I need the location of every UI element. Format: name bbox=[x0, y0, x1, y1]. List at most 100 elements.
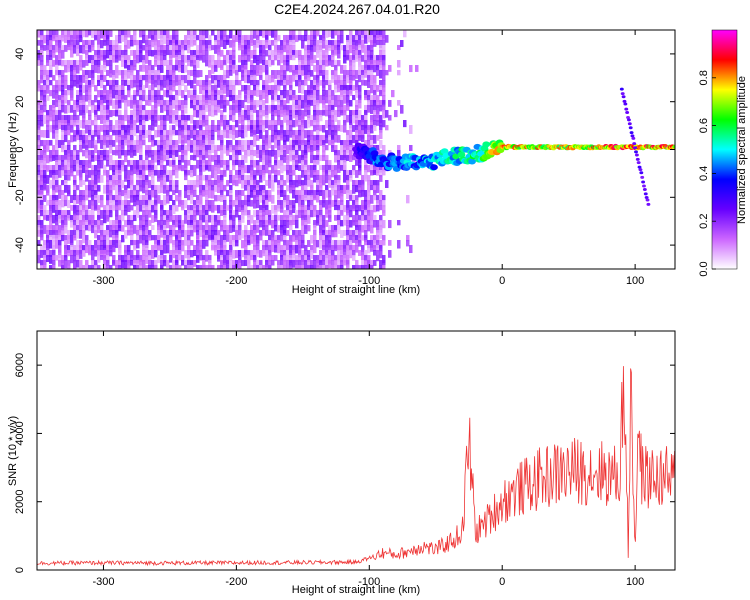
heatmap-cell bbox=[202, 90, 206, 98]
heatmap-cell bbox=[64, 160, 68, 166]
heatmap-cell bbox=[283, 55, 287, 62]
heatmap-cell bbox=[73, 220, 77, 226]
heatmap-cell bbox=[103, 50, 107, 59]
heatmap-cell bbox=[100, 230, 104, 237]
heatmap-cell bbox=[109, 245, 113, 253]
heatmap-cell bbox=[43, 85, 47, 94]
heatmap-cell bbox=[172, 265, 176, 269]
heatmap-cell bbox=[40, 55, 44, 62]
heatmap-cell bbox=[253, 170, 257, 179]
heatmap-cell bbox=[349, 150, 353, 159]
heatmap-cell bbox=[220, 95, 224, 104]
heatmap-cell bbox=[52, 235, 56, 242]
heatmap-cell bbox=[196, 195, 200, 204]
heatmap-cell bbox=[241, 125, 245, 134]
heatmap-cell bbox=[97, 175, 101, 183]
heatmap-cell bbox=[112, 85, 116, 91]
heatmap-cell bbox=[64, 220, 68, 228]
heatmap-cell bbox=[379, 205, 383, 211]
heatmap-cell bbox=[67, 165, 71, 171]
heatmap-cell bbox=[103, 130, 107, 137]
heatmap-cell bbox=[277, 170, 281, 176]
heatmap-cell bbox=[397, 240, 401, 249]
heatmap-cell bbox=[151, 140, 155, 147]
heatmap-cell bbox=[241, 165, 245, 173]
heatmap-cell bbox=[259, 230, 263, 237]
heatmap-cell bbox=[172, 170, 176, 176]
heatmap-cell bbox=[220, 180, 224, 186]
heatmap-cell bbox=[289, 175, 293, 182]
heatmap-cell bbox=[37, 85, 41, 92]
heatmap-cell bbox=[361, 75, 365, 81]
heatmap-cell bbox=[262, 110, 266, 117]
heatmap-cell bbox=[301, 150, 305, 158]
heatmap-cell bbox=[130, 95, 134, 104]
heatmap-cell bbox=[172, 110, 176, 118]
heatmap-ridge-cell bbox=[634, 150, 638, 154]
heatmap-cell bbox=[223, 165, 227, 174]
heatmap-cell bbox=[202, 100, 206, 106]
heatmap-cell bbox=[151, 175, 155, 184]
heatmap-cell bbox=[343, 150, 347, 158]
heatmap-cell bbox=[259, 150, 263, 159]
heatmap-cell bbox=[142, 115, 146, 123]
heatmap-cell bbox=[337, 60, 341, 67]
heatmap-cell bbox=[271, 130, 275, 137]
heatmap-cell bbox=[124, 110, 128, 118]
heatmap-cell bbox=[307, 135, 311, 142]
heatmap-cell bbox=[97, 35, 101, 44]
heatmap-cell bbox=[160, 60, 164, 67]
heatmap-cell bbox=[313, 160, 317, 167]
heatmap-cell bbox=[220, 190, 224, 198]
heatmap-cell bbox=[313, 55, 317, 64]
heatmap-cell bbox=[94, 110, 98, 118]
heatmap-cell bbox=[121, 120, 125, 129]
heatmap-cell bbox=[82, 205, 86, 213]
heatmap-cell bbox=[43, 185, 47, 191]
heatmap-cell bbox=[127, 40, 131, 49]
heatmap-cell bbox=[109, 30, 113, 37]
heatmap-cell bbox=[163, 175, 167, 182]
heatmap-cell bbox=[193, 105, 197, 111]
heatmap-cell bbox=[370, 195, 374, 204]
heatmap-cell bbox=[202, 45, 206, 51]
heatmap-cell bbox=[349, 230, 353, 236]
heatmap-cell bbox=[349, 175, 353, 182]
heatmap-cell bbox=[133, 40, 137, 46]
heatmap-cell bbox=[307, 255, 311, 262]
heatmap-cell bbox=[304, 165, 308, 173]
heatmap-cell bbox=[373, 115, 377, 122]
heatmap-cell bbox=[148, 60, 152, 66]
heatmap-cell bbox=[118, 160, 122, 168]
heatmap-cell bbox=[196, 240, 200, 246]
heatmap-cell bbox=[151, 105, 155, 111]
heatmap-cell bbox=[67, 175, 71, 181]
heatmap-cell bbox=[343, 165, 347, 171]
heatmap-cell bbox=[241, 75, 245, 81]
heatmap-cell bbox=[82, 120, 86, 129]
heatmap-cell bbox=[112, 240, 116, 248]
heatmap-cell bbox=[229, 105, 233, 111]
heatmap-cell bbox=[85, 45, 89, 51]
heatmap-cell bbox=[202, 135, 206, 143]
heatmap-cell bbox=[298, 175, 302, 184]
heatmap-cell bbox=[295, 210, 299, 218]
heatmap-cell bbox=[301, 210, 305, 219]
heatmap-cell bbox=[280, 265, 284, 269]
heatmap-cell bbox=[301, 215, 305, 221]
heatmap-cell bbox=[301, 55, 305, 64]
heatmap-cell bbox=[151, 170, 155, 178]
heatmap-cell bbox=[109, 80, 113, 89]
heatmap-cell bbox=[277, 140, 281, 146]
snr-y-tick-label: 2000 bbox=[14, 489, 26, 513]
heatmap-cell bbox=[346, 90, 350, 97]
heatmap-cell bbox=[301, 190, 305, 196]
heatmap-cell bbox=[214, 205, 218, 211]
heatmap-cell bbox=[244, 260, 248, 267]
heatmap-cell bbox=[409, 125, 413, 134]
heatmap-cell bbox=[307, 170, 311, 176]
heatmap-cell bbox=[148, 110, 152, 119]
heatmap-ridge-cell bbox=[642, 184, 646, 188]
heatmap-cell bbox=[259, 45, 263, 54]
heatmap-cell bbox=[301, 65, 305, 71]
